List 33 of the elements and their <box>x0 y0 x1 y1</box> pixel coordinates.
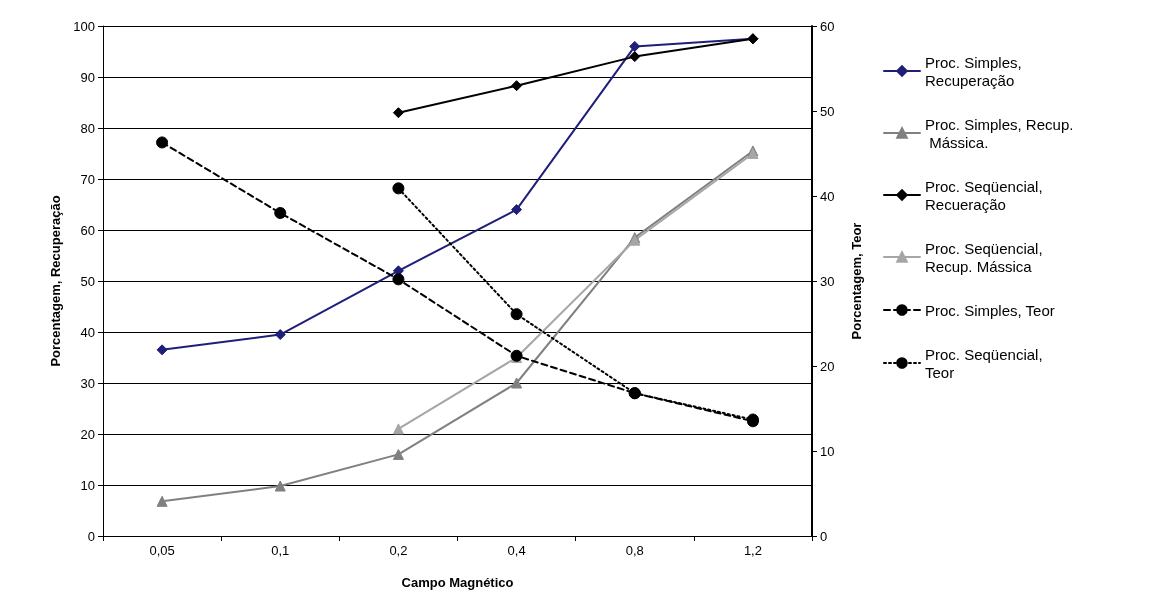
y-tick-label: 50 <box>80 273 95 289</box>
y2-tick-label: 50 <box>820 103 835 119</box>
y2-tick-label: 40 <box>820 188 835 204</box>
y2-axis-title: Porcentagem, Teor <box>849 222 864 340</box>
y2-tick-label: 10 <box>820 443 835 459</box>
legend-label: Proc. Seqüencial, Recup. Mássica <box>925 239 1047 275</box>
x-tick-label: 0,8 <box>625 543 644 558</box>
y-tick-label: 30 <box>80 375 95 391</box>
y-axis-title: Porcentagem, Recuperação <box>48 195 64 367</box>
y-tick-label: 80 <box>80 120 95 136</box>
y-tick-label: 10 <box>80 477 95 493</box>
legend-label: Proc. Simples, Recup. Mássica. <box>925 115 1074 151</box>
y-tick-label: 60 <box>80 222 95 238</box>
x-tick-label: 0,05 <box>149 543 175 558</box>
legend-label: Proc. Simples, Teor <box>925 301 1055 319</box>
y-tick-label: 70 <box>80 171 95 187</box>
x-axis-title: Campo Magnético <box>401 575 514 590</box>
legend-label: Proc. Seqüencial, Recueração <box>925 177 1047 213</box>
x-tick-label: 1,2 <box>743 543 762 558</box>
x-tick-label: 0,1 <box>271 543 290 558</box>
y2-tick-label: 30 <box>820 273 835 289</box>
x-tick-label: 0,2 <box>389 543 408 558</box>
y2-tick-label: 60 <box>820 18 835 34</box>
legend-label: Proc. Simples, Recuperação <box>925 53 1026 89</box>
y-tick-label: 0 <box>87 528 95 544</box>
y-tick-label: 90 <box>80 69 95 85</box>
x-tick-label: 0,4 <box>507 543 526 558</box>
y2-tick-label: 20 <box>820 358 835 374</box>
y-tick-label: 40 <box>80 324 95 340</box>
legend-label: Proc. Seqüencial, Teor <box>925 345 1047 381</box>
y2-tick-label: 0 <box>820 528 828 544</box>
y-tick-label: 20 <box>80 426 95 442</box>
y-tick-label: 100 <box>73 18 95 34</box>
